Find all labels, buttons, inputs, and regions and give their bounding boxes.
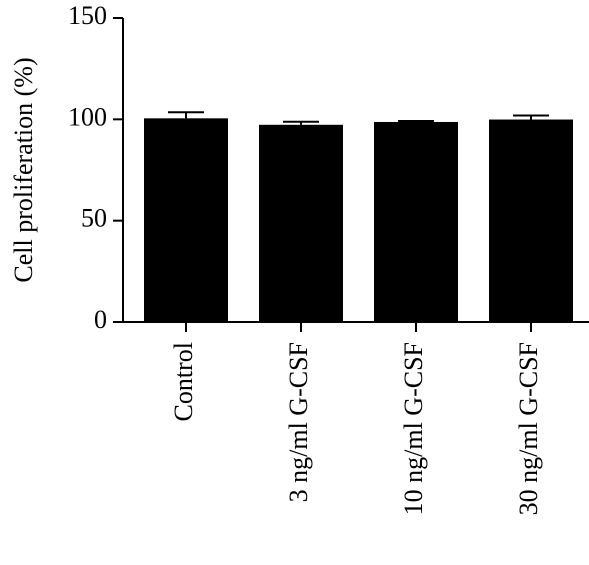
bar (144, 118, 228, 322)
y-tick-label: 150 (68, 1, 107, 30)
y-axis-label: Cell proliferation (%) (9, 57, 38, 282)
y-tick-label: 50 (81, 204, 107, 233)
bar (259, 124, 343, 323)
y-tick-label: 100 (68, 102, 107, 131)
bar (374, 121, 458, 322)
y-tick-label: 0 (94, 305, 107, 334)
x-tick-label: 30 ng/ml G-CSF (514, 342, 543, 515)
bar (489, 119, 573, 322)
x-tick-label: 3 ng/ml G-CSF (284, 342, 313, 502)
x-tick-label: 10 ng/ml G-CSF (399, 342, 428, 515)
x-tick-label: Control (169, 342, 198, 421)
